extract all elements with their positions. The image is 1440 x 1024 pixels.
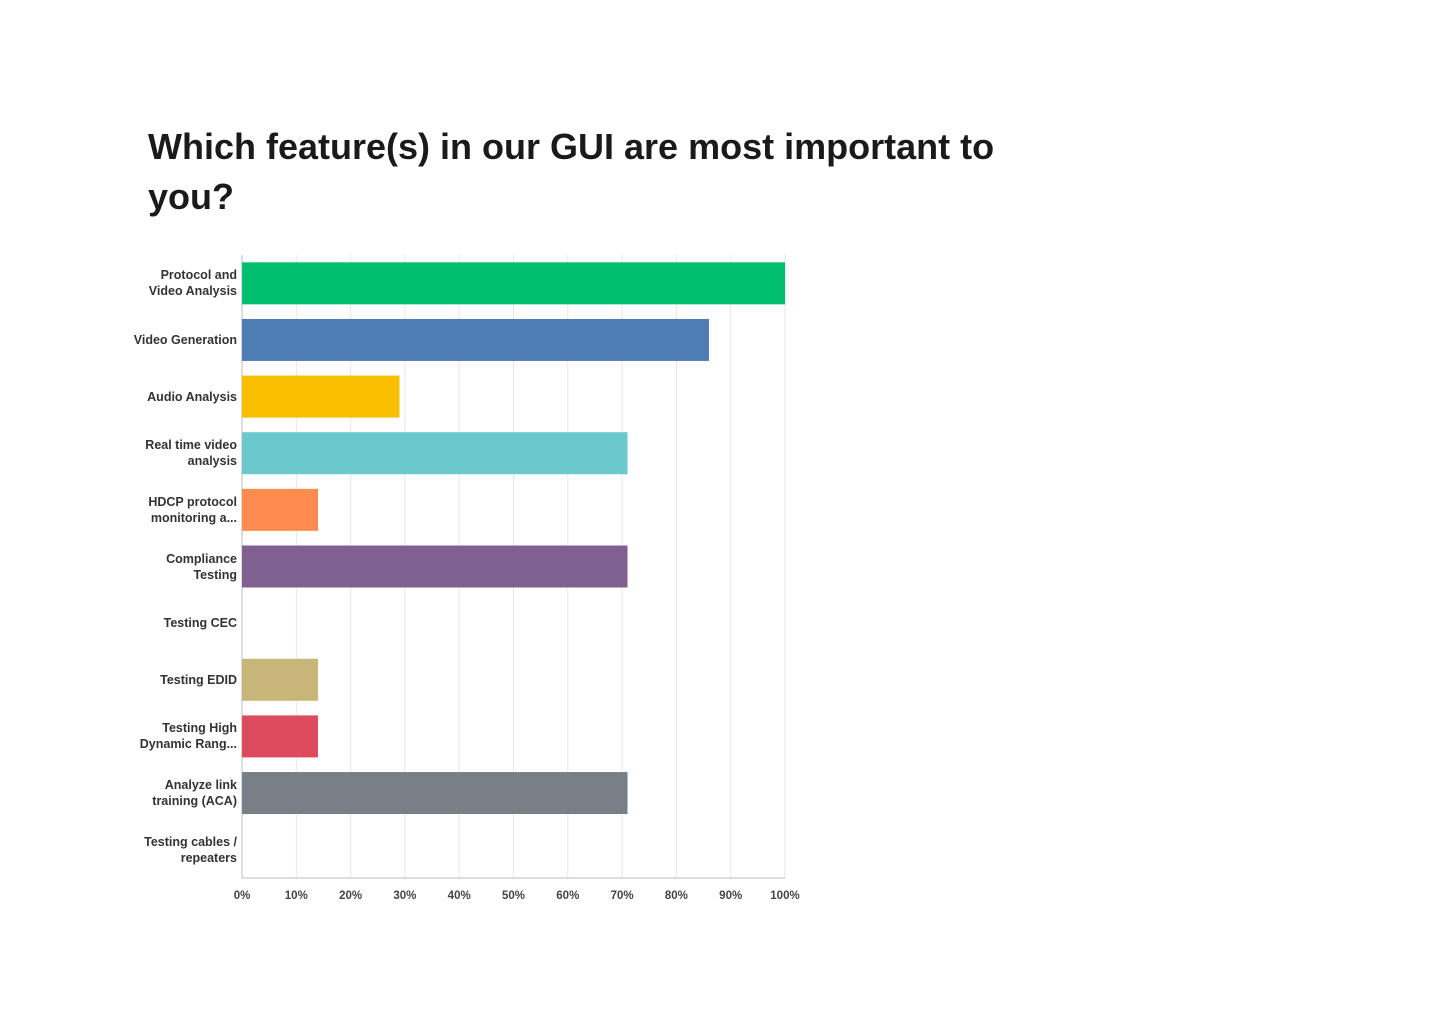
x-tick-label: 100% xyxy=(770,890,799,902)
x-tick-label: 50% xyxy=(502,890,525,902)
x-tick-label: 40% xyxy=(448,890,471,902)
bar xyxy=(242,318,709,361)
y-tick-label: HDCP protocol monitoring a... xyxy=(148,494,237,525)
y-tick-label: Real time video analysis xyxy=(145,438,237,469)
y-tick-label: Testing EDID xyxy=(160,672,237,687)
x-tick-label: 80% xyxy=(665,890,688,902)
y-tick-label: Protocol and Video Analysis xyxy=(148,268,237,299)
x-tick-label: 60% xyxy=(556,890,579,902)
bar xyxy=(242,488,319,531)
bar xyxy=(242,432,628,475)
x-tick-label: 20% xyxy=(339,890,362,902)
x-tick-label: 30% xyxy=(393,890,416,902)
y-tick-label: Compliance Testing xyxy=(166,551,237,582)
x-tick-label: 70% xyxy=(611,890,634,902)
y-tick-label: Audio Analysis xyxy=(147,389,237,404)
y-tick-label: Analyze link training (ACA) xyxy=(152,778,237,809)
x-tick-label: 90% xyxy=(719,890,742,902)
y-tick-label: Testing cables / repeaters xyxy=(144,834,237,865)
bar xyxy=(242,375,400,418)
bar xyxy=(242,658,319,701)
bar xyxy=(242,715,319,758)
chart-title: Which feature(s) in our GUI are most imp… xyxy=(148,126,995,217)
x-tick-label: 0% xyxy=(234,890,251,902)
y-tick-label: Testing High Dynamic Rang... xyxy=(139,721,237,752)
bar xyxy=(242,772,628,815)
bar xyxy=(242,545,628,588)
bar xyxy=(242,262,785,305)
y-tick-label: Testing CEC xyxy=(163,616,237,631)
x-tick-label: 10% xyxy=(285,890,308,902)
y-tick-label: Video Generation xyxy=(133,332,237,347)
